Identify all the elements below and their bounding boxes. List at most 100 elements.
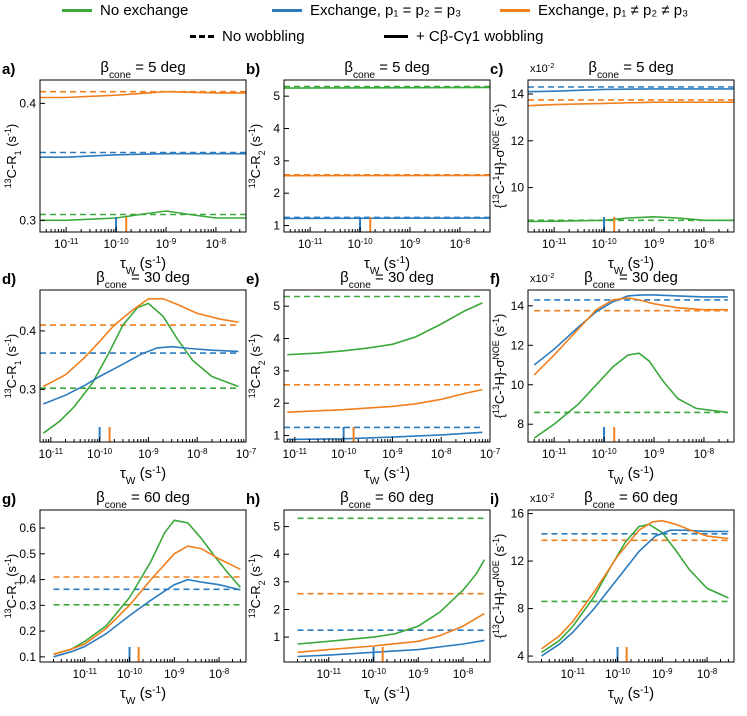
legend-no-exchange-label: No exchange xyxy=(100,2,189,19)
y-tick-label: 5 xyxy=(273,299,280,313)
y-axis-label: 13C-R2 (s-1) xyxy=(247,124,267,189)
series-line-green-solid xyxy=(541,523,729,654)
y-tick-label: 0.3 xyxy=(19,213,36,227)
x-tick-label: 10-10 xyxy=(117,667,143,682)
panel-title: βcone = 60 deg xyxy=(584,489,678,511)
y-tick-label: 4 xyxy=(517,649,524,663)
panel-f: 10-11 10-10 10-9 10-8 8 10 12 14 βcone = 30 deg f… xyxy=(490,269,735,487)
panel-title: βcone = 5 deg xyxy=(344,59,429,81)
y-tick-label: 4 xyxy=(273,332,280,346)
y-axis-label: 13C-R1 (s-1) xyxy=(3,124,23,189)
y-axis-label: {13C-1H}-σNOE (s-1) xyxy=(491,314,507,419)
y-tick-label: 0.1 xyxy=(19,650,36,664)
y-tick-label: 10 xyxy=(511,378,525,392)
plot-frame xyxy=(283,509,491,663)
y-tick-label: 5 xyxy=(273,89,280,103)
y-tick-label: 12 xyxy=(511,134,525,148)
y-tick-label: 4 xyxy=(273,547,280,561)
panel-c: 10-11 10-10 10-9 10-8 10 12 14 βcone = 5 deg c) τ… xyxy=(490,59,735,277)
series-line-orange-solid xyxy=(533,297,728,376)
y-tick-label: 14 xyxy=(511,299,525,313)
y-tick-label: 16 xyxy=(511,507,525,521)
x-tick-label: 10-10 xyxy=(87,447,113,462)
x-tick-label: 10-10 xyxy=(347,237,373,252)
x-tick-label: 10-11 xyxy=(54,237,79,252)
x-tick-label: 10-9 xyxy=(400,237,421,252)
y-multiplier: x10-2 xyxy=(530,271,554,286)
panel-letter: d) xyxy=(2,271,16,288)
y-tick-label: 0.6 xyxy=(19,521,36,535)
y-tick-label: 2 xyxy=(273,602,280,616)
x-tick-label: 10-8 xyxy=(453,667,474,682)
x-tick-label: 10-11 xyxy=(298,237,323,252)
panel-title: βcone = 60 deg xyxy=(340,489,434,511)
legend-exchange-equal: Exchange, p₁ = p₂ = p₃ xyxy=(272,2,461,19)
plot-frame xyxy=(283,289,491,443)
series-line-green-solid xyxy=(533,352,728,439)
legend-wobbling-label: + Cβ-Cγ1 wobbling xyxy=(416,28,544,45)
plot-frame xyxy=(283,79,491,233)
y-tick-label: 12 xyxy=(511,338,525,352)
y-tick-label: 0.3 xyxy=(19,598,36,612)
series-line-blue-solid xyxy=(287,431,483,441)
x-tick-label: 10-9 xyxy=(164,667,185,682)
panel-title: βcone = 60 deg xyxy=(96,489,190,511)
legend-exchange-equal-label: Exchange, p₁ = p₂ = p₃ xyxy=(310,2,462,19)
series-line-orange-solid xyxy=(53,545,241,656)
series-line-orange-solid xyxy=(541,519,729,650)
legend-no-exchange: No exchange xyxy=(62,2,188,19)
x-tick-label: 10-8 xyxy=(187,447,208,462)
y-tick-label: 0.4 xyxy=(19,573,36,587)
x-axis-label: τW (s-1) xyxy=(608,685,654,707)
series-line-orange-solid xyxy=(287,388,483,413)
series-line-green-solid xyxy=(53,519,242,656)
x-axis-label: τW (s-1) xyxy=(120,255,166,277)
series-line-blue-solid xyxy=(40,152,246,158)
panel-g: 10-11 10-10 10-9 10-8 0.1 0.2 0.3 0.4 0.5 0.6 βcon… xyxy=(2,489,247,707)
panel-title: βcone = 30 deg xyxy=(96,269,190,291)
plot-frame xyxy=(527,79,735,233)
legend-exchange-unequal-label: Exchange, p₁ ≠ p₂ ≠ p₃ xyxy=(538,2,689,19)
y-tick-label: 0.3 xyxy=(19,382,36,396)
series-line-blue-solid xyxy=(297,639,485,658)
x-tick-label: 10-11 xyxy=(316,667,341,682)
x-tick-label: 10-8 xyxy=(697,667,718,682)
panel-letter: f) xyxy=(490,271,500,288)
x-tick-label: 10-9 xyxy=(652,667,673,682)
x-axis-label: τW (s-1) xyxy=(120,465,166,487)
y-multiplier: x10-2 xyxy=(530,61,554,76)
x-tick-label: 10-11 xyxy=(72,667,97,682)
panel-i: 10-11 10-10 10-9 10-8 4 8 12 16 βcone = 60 deg i)… xyxy=(490,489,735,707)
y-tick-label: 2 xyxy=(273,186,280,200)
y-tick-label: 0.5 xyxy=(19,547,36,561)
x-axis-label: τW (s-1) xyxy=(364,685,410,707)
x-tick-label: 10-10 xyxy=(605,667,631,682)
y-tick-label: 2 xyxy=(273,396,280,410)
x-axis-label: τW (s-1) xyxy=(364,255,410,277)
y-tick-label: 14 xyxy=(511,87,525,101)
plot-frame xyxy=(527,509,735,663)
x-tick-label: 10-8 xyxy=(209,667,230,682)
y-tick-label: 3 xyxy=(273,575,280,589)
legend-blue-swatch xyxy=(272,9,302,12)
y-tick-label: 8 xyxy=(517,417,524,431)
x-tick-label: 10-10 xyxy=(331,447,357,462)
y-tick-label: 0.4 xyxy=(19,324,36,338)
y-axis-label: 13C-R2 (s-1) xyxy=(247,554,267,619)
plot-frame xyxy=(527,289,735,443)
series-line-green-solid xyxy=(527,215,734,223)
panel-title: βcone = 5 deg xyxy=(100,59,185,81)
x-tick-label: 10-8 xyxy=(206,237,227,252)
series-line-orange-solid xyxy=(42,298,239,388)
x-tick-label: 10-8 xyxy=(694,237,715,252)
panel-h: 10-11 10-10 10-9 10-8 1 2 3 4 5 βcone = 60 deg h) τ… xyxy=(246,489,491,707)
panel-letter: h) xyxy=(246,491,260,508)
series-line-green-solid xyxy=(42,302,239,434)
y-tick-label: 12 xyxy=(511,554,525,568)
legend-dashed-swatch xyxy=(190,35,214,38)
panel-letter: i) xyxy=(490,491,499,508)
panel-title: βcone = 5 deg xyxy=(588,59,673,81)
series-line-orange-solid xyxy=(40,90,246,99)
x-tick-label: 10-8 xyxy=(450,237,471,252)
x-tick-label: 10-10 xyxy=(591,237,617,252)
